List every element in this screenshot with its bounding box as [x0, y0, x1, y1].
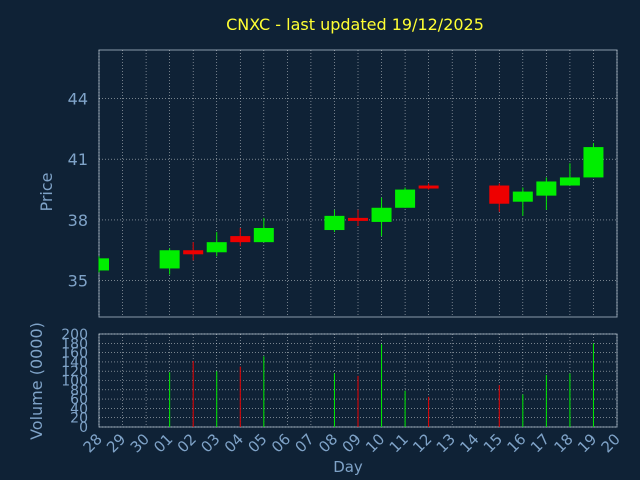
price-y-ticks: 35 38 41 44	[68, 90, 88, 291]
volume-tick-label: 140	[61, 355, 88, 371]
candle-body	[583, 147, 604, 178]
x-tick-label: 16	[503, 430, 529, 456]
candle-body	[99, 258, 109, 271]
x-tick-label: 02	[174, 430, 200, 456]
volume-tick-label: 180	[61, 336, 88, 352]
price-axis-label: Price	[37, 172, 56, 211]
chart-title: CNXC - last updated 19/12/2025	[226, 15, 484, 34]
candle-body	[230, 236, 251, 243]
price-tick-label: 38	[68, 211, 88, 230]
volume-tick-label: 200	[61, 327, 88, 343]
candle-body	[324, 215, 345, 231]
candle-body	[206, 242, 227, 253]
x-tick-label: 11	[386, 430, 412, 456]
x-tick-label: 19	[574, 430, 600, 456]
candle-body	[536, 181, 557, 196]
volume-tick-label: 60	[70, 392, 88, 408]
price-tick-label: 44	[68, 90, 88, 109]
candle-body	[159, 250, 180, 269]
candles	[98, 143, 604, 275]
volume-axis-label: Volume (0000)	[27, 322, 46, 440]
x-tick-label: 01	[150, 430, 176, 456]
candle-body	[512, 191, 533, 202]
volume-tick-label: 0	[79, 420, 88, 436]
candle-body	[418, 185, 439, 189]
x-tick-label: 20	[598, 430, 624, 456]
x-tick-label: 03	[197, 430, 223, 456]
volume-tick-label: 120	[61, 364, 88, 380]
x-tick-label: 18	[551, 430, 577, 456]
x-tick-label: 04	[221, 430, 247, 456]
x-tick-label: 07	[292, 430, 318, 456]
x-tick-label: 05	[244, 430, 270, 456]
x-tick-label: 29	[103, 430, 129, 456]
price-tick-label: 41	[68, 150, 88, 169]
x-tick-label: 15	[480, 430, 506, 456]
candle-body	[371, 207, 392, 222]
candle-body	[253, 228, 274, 243]
x-tick-label: 17	[527, 430, 553, 456]
volume-tick-label: 20	[70, 411, 88, 427]
x-tick-label: 14	[456, 430, 482, 456]
volume-tick-label: 100	[61, 374, 88, 390]
price-tick-label: 35	[68, 272, 88, 291]
volume-bars	[169, 343, 594, 427]
x-tick-label: 09	[339, 430, 365, 456]
x-tick-label: 13	[433, 430, 459, 456]
x-tick-label: 30	[127, 430, 153, 456]
candle-body	[489, 185, 510, 204]
x-tick-label: 10	[362, 430, 388, 456]
x-tick-label: 08	[315, 430, 341, 456]
x-tick-label: 06	[268, 430, 294, 456]
price-grid	[98, 49, 618, 318]
candle-body	[559, 177, 580, 186]
volume-tick-label: 80	[70, 383, 88, 399]
x-tick-label: 12	[409, 430, 435, 456]
candle-body	[183, 250, 204, 255]
volume-tick-label: 160	[61, 346, 88, 362]
candle-body	[348, 217, 368, 221]
candle-body	[395, 189, 416, 208]
x-ticks: 2829300102030405060708091011121314151617…	[80, 430, 624, 456]
volume-tick-label: 40	[70, 401, 88, 417]
x-axis-label: Day	[333, 458, 363, 476]
